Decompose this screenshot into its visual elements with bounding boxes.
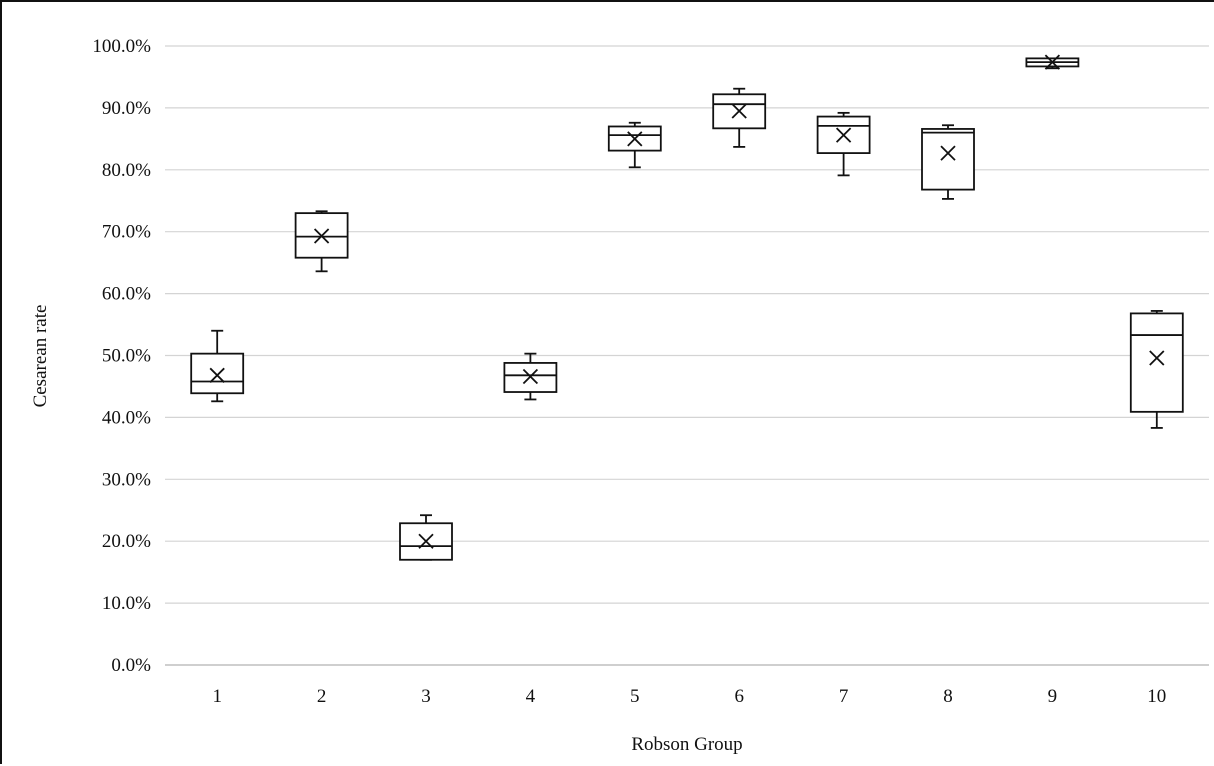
y-tick-label: 10.0% xyxy=(102,593,151,614)
x-tick-label: 2 xyxy=(317,686,327,707)
y-tick-label: 40.0% xyxy=(102,407,151,428)
y-tick-label: 30.0% xyxy=(102,469,151,490)
mean-marker xyxy=(209,367,225,383)
box-group-8 xyxy=(921,124,975,200)
mean-marker xyxy=(940,145,956,161)
x-axis-label: Robson Group xyxy=(631,734,742,755)
mean-marker xyxy=(835,127,852,143)
y-tick-label: 90.0% xyxy=(102,98,151,119)
y-tick-label: 100.0% xyxy=(92,36,151,57)
mean-marker xyxy=(731,103,747,119)
box-group-3 xyxy=(399,514,453,561)
y-axis-label: Cesarean rate xyxy=(30,305,51,408)
mean-marker xyxy=(418,533,434,549)
mean-marker xyxy=(522,368,539,385)
x-tick-label: 10 xyxy=(1147,686,1166,707)
box-group-7 xyxy=(816,111,871,177)
y-axis-tick-labels: 0.0% 10.0% 20.0% 30.0% 40.0% 50.0% 60.0% 70.0% 8… xyxy=(92,36,151,676)
x-tick-label: 4 xyxy=(526,686,536,707)
iqr-box xyxy=(921,128,975,191)
x-tick-label: 8 xyxy=(943,686,953,707)
iqr-box xyxy=(190,352,245,395)
x-tick-label: 7 xyxy=(839,686,849,707)
boxes xyxy=(190,54,1184,561)
box-group-1 xyxy=(190,329,245,403)
y-tick-label: 20.0% xyxy=(102,531,151,552)
mean-marker xyxy=(627,131,643,147)
y-tick-label: 0.0% xyxy=(111,655,151,676)
x-tick-label: 5 xyxy=(630,686,640,707)
mean-marker xyxy=(313,228,330,244)
y-tick-label: 80.0% xyxy=(102,160,151,181)
mean-marker xyxy=(1044,54,1061,70)
x-tick-label: 1 xyxy=(212,686,222,707)
box-group-10 xyxy=(1129,310,1184,429)
grid-lines xyxy=(165,45,1209,604)
box-group-6 xyxy=(712,87,767,148)
x-tick-label: 3 xyxy=(421,686,431,707)
mean-marker xyxy=(1149,350,1165,366)
box-group-5 xyxy=(607,121,662,169)
box-group-9 xyxy=(1025,54,1080,70)
box-group-4 xyxy=(503,352,558,401)
y-tick-label: 50.0% xyxy=(102,346,151,367)
y-tick-label: 70.0% xyxy=(102,222,151,243)
iqr-box xyxy=(1129,312,1184,413)
x-axis-tick-labels: 1 2 3 4 5 6 7 8 9 10 xyxy=(212,686,1166,707)
box-group-2 xyxy=(294,210,349,273)
x-tick-label: 9 xyxy=(1048,686,1058,707)
x-tick-label: 6 xyxy=(734,686,744,707)
y-tick-label: 60.0% xyxy=(102,284,151,305)
